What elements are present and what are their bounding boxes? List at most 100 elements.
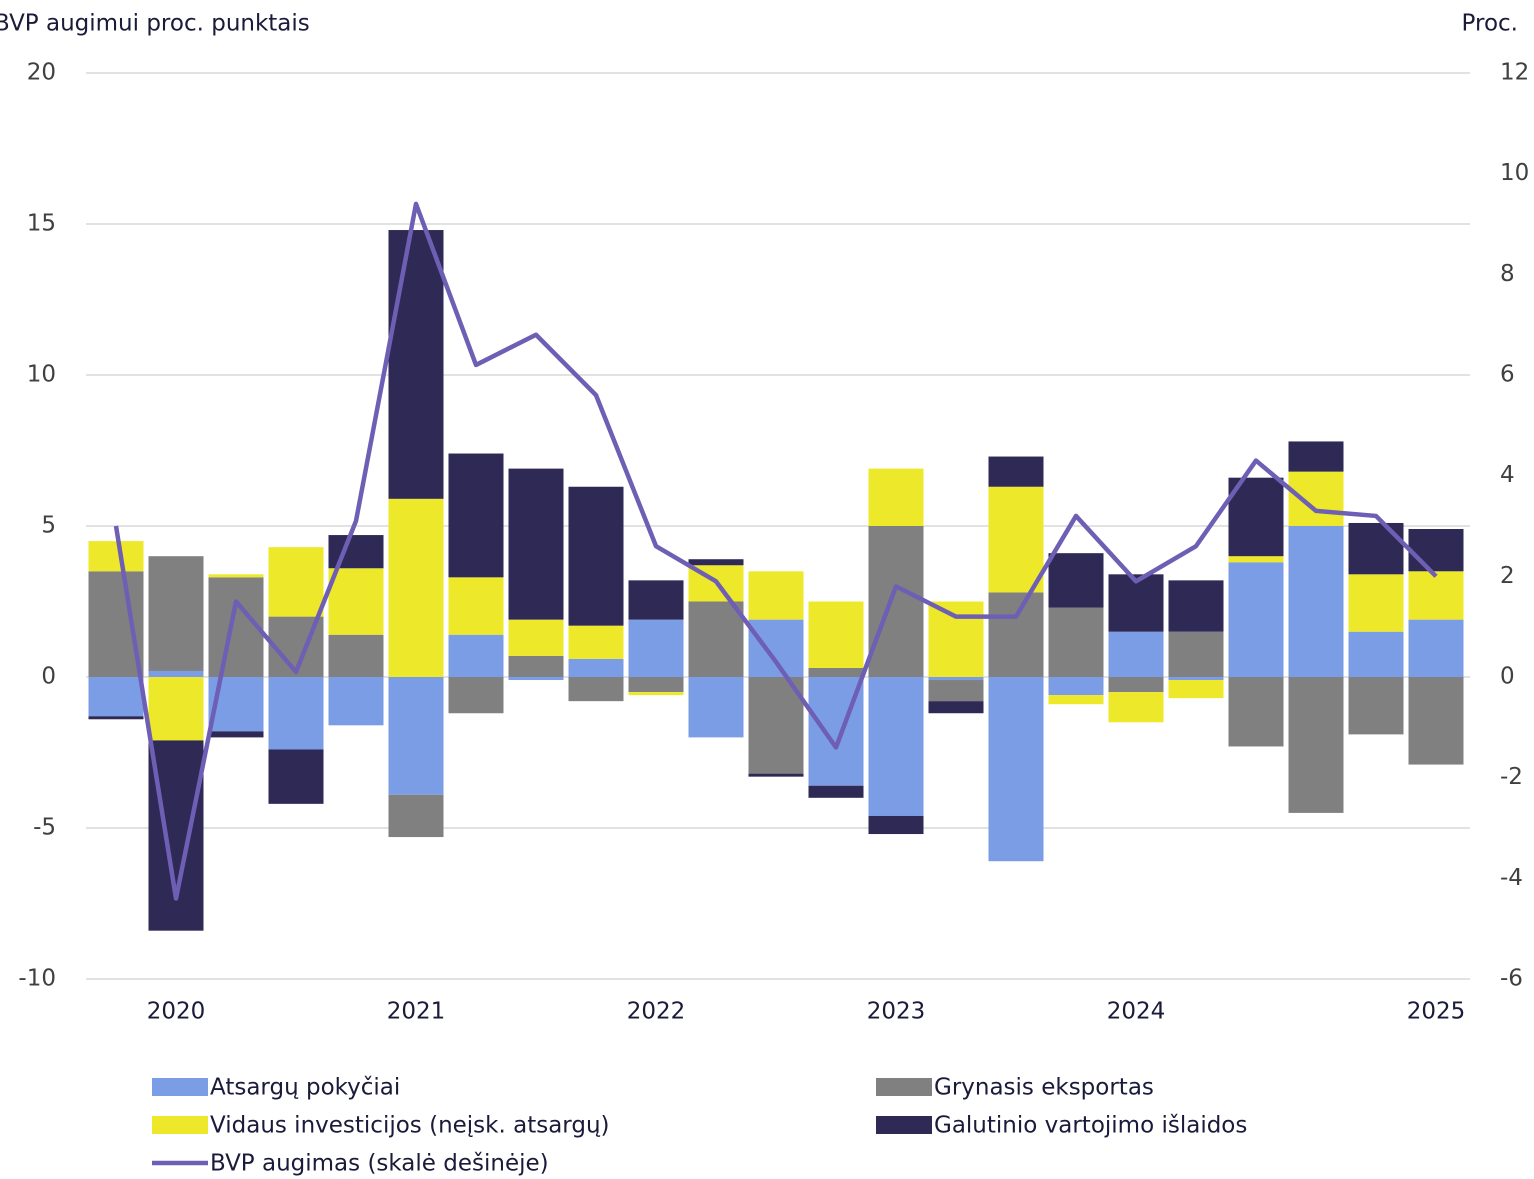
legend-key [876,1116,932,1134]
y-tick-label: 5 [41,513,56,539]
y-axis-title: BVP augimui proc. punktais [0,11,310,37]
bar-segment [1228,477,1284,557]
bar-segment [1168,631,1224,677]
y2-tick-label: -4 [1500,865,1523,891]
bar-segment [448,453,504,578]
legend-key [152,1078,208,1096]
bar-segment [508,655,564,677]
bar-segment [928,601,984,677]
y-tick-label: 0 [41,664,56,690]
y-tick-label: -5 [33,815,56,841]
y-tick-label: -10 [18,966,56,992]
bar-segment [748,571,804,620]
bar-segment [688,601,744,677]
bar-segment [1288,677,1344,813]
bar-segment [88,677,144,717]
bar-segment [1288,441,1344,472]
bar-segment [748,619,804,677]
bar-segment [148,670,204,677]
bar-segment [1348,522,1404,575]
bar-segment [568,677,624,702]
bar-segment [1108,574,1164,632]
bar-segment [448,677,504,714]
bar-segment [1228,556,1284,563]
bar-segment [208,574,264,578]
legend-key [876,1078,932,1096]
bar-segment [388,794,444,838]
x-tick-label: 2024 [1107,999,1166,1025]
y2-tick-label: 2 [1500,563,1515,589]
bar-segment [988,486,1044,593]
bar-segment [388,677,444,795]
bar-segment [1348,574,1404,632]
bar-segment [568,658,624,677]
bar-segment [1168,677,1224,681]
bar-segment [568,625,624,659]
bar-segment [1108,677,1164,693]
bar-segment [1048,695,1104,705]
bar-segment [448,634,504,677]
bar-segment [808,785,864,798]
bar-segment [628,677,684,693]
legend-label: Vidaus investicijos (neįsk. atsargų) [210,1113,610,1139]
bar-segment [1408,677,1464,765]
x-tick-label: 2023 [867,999,926,1025]
legend-label: BVP augimas (skalė dešinėje) [210,1151,549,1177]
bar-segment [268,749,324,804]
bar-segment [1408,529,1464,572]
x-tick-label: 2025 [1407,999,1466,1025]
bar-segment [208,731,264,738]
y-tick-label: 15 [27,211,56,237]
x-tick-label: 2022 [627,999,686,1025]
line-series [113,201,1438,901]
bar-segment [388,498,444,677]
bar-segment [508,468,564,620]
y2-tick-label: -2 [1500,764,1523,790]
legend-key [152,1116,208,1134]
bar-segment [1408,571,1464,620]
bar-segment [748,773,804,777]
bar-segment [328,535,384,569]
bar-segment [88,571,144,677]
bar-segment [808,667,864,677]
bar-segment [988,677,1044,862]
bar-segment [448,577,504,635]
bar-segment [1168,680,1224,699]
bar-segment [328,568,384,635]
bar-segment [268,547,324,617]
bar-segment [88,541,144,572]
x-tick-label: 2020 [147,999,206,1025]
y2-tick-label: 0 [1500,664,1515,690]
bar-segment [148,556,204,671]
bar-segment [1108,631,1164,677]
bar-segment [928,680,984,702]
bar-segment [628,580,684,620]
bar-segment [568,486,624,626]
bar-segment [268,677,324,750]
bar-segment [1348,677,1404,735]
bar-segment [868,468,924,526]
y2-tick-label: -6 [1500,966,1523,992]
y2-tick-label: 8 [1500,261,1515,287]
y2-axis-title: Proc. [1462,11,1518,37]
bar-segment [1048,607,1104,677]
bar-segment [868,815,924,835]
legend-label: Grynasis eksportas [934,1075,1154,1101]
bar-segment [868,677,924,816]
bar-segment [1048,677,1104,696]
bar-segment [688,677,744,738]
bar-segment [88,716,144,720]
bar-segment [688,559,744,566]
bar-segment [1168,580,1224,632]
y-tick-label: 20 [27,60,56,86]
bar-segment [1408,619,1464,677]
bar-segment [508,619,564,656]
bar-segment [808,601,864,668]
bar-segment [148,677,204,741]
bar-segment [388,230,444,499]
y-tick-label: 10 [27,362,56,388]
bar-segment [1228,562,1284,677]
bar-segment [328,634,384,677]
bar-segment [928,701,984,714]
